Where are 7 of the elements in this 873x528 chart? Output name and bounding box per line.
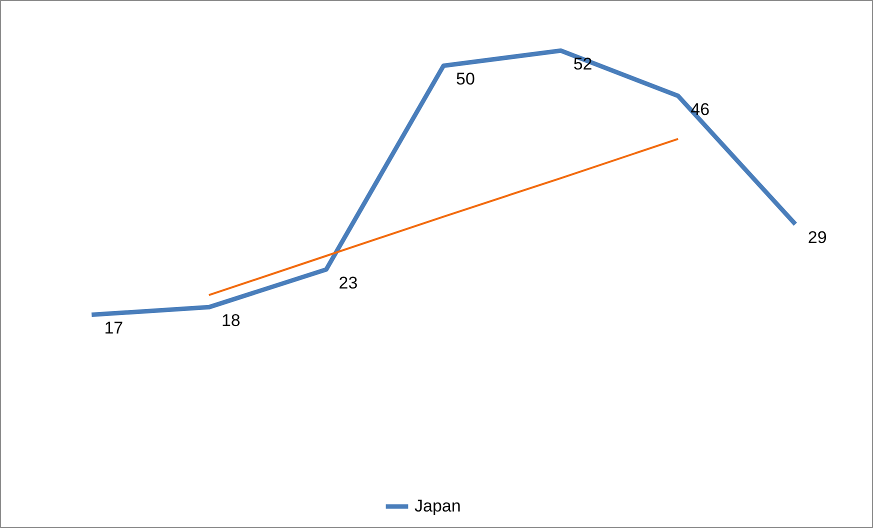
data-label: 17: [104, 318, 124, 338]
data-label: 29: [808, 228, 827, 248]
data-label: 18: [221, 311, 240, 330]
data-label: 46: [690, 100, 710, 119]
legend-label: Japan: [414, 496, 461, 516]
data-label: 50: [456, 70, 475, 89]
data-label: 23: [338, 273, 358, 292]
